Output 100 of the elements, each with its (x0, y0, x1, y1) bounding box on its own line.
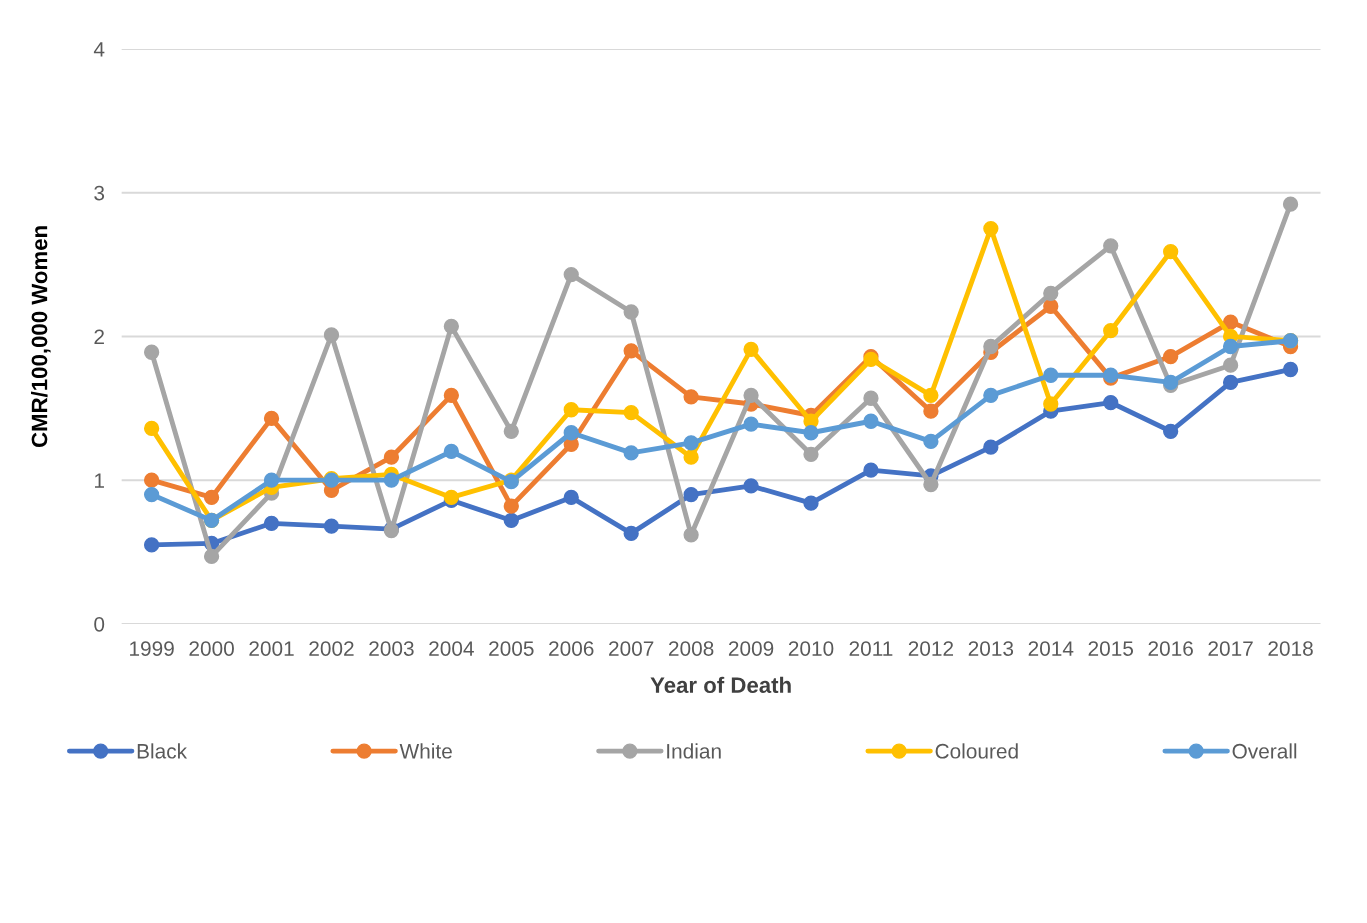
point (143, 344, 160, 360)
point (1282, 196, 1299, 212)
point (623, 304, 639, 320)
point (1163, 423, 1179, 439)
point (383, 449, 400, 465)
point (1222, 338, 1239, 355)
point (1103, 323, 1119, 339)
point (1282, 361, 1299, 378)
point (863, 462, 879, 478)
point (1043, 396, 1059, 412)
point (143, 486, 160, 503)
x-tick-label: 2012 (908, 641, 954, 656)
point (563, 402, 579, 418)
y-tick-label: 4 (93, 42, 105, 57)
point (1043, 285, 1059, 301)
point (143, 537, 160, 553)
point (623, 404, 639, 421)
y-tick-label: 0 (94, 616, 105, 632)
point (503, 423, 519, 439)
x-tick-label: 2002 (309, 641, 354, 656)
point (743, 478, 759, 494)
point (743, 387, 759, 404)
point (203, 548, 220, 565)
point (683, 435, 699, 451)
x-tick-label: 2018 (1268, 641, 1313, 656)
point (143, 472, 160, 488)
point (1043, 298, 1059, 314)
point (743, 416, 759, 432)
point (1103, 238, 1119, 254)
point (923, 476, 939, 493)
point (1222, 314, 1239, 330)
point (443, 443, 459, 460)
point (1043, 367, 1059, 383)
x-tick-label: 2003 (369, 641, 414, 656)
point (923, 433, 939, 450)
point (1222, 357, 1239, 373)
x-tick-label: 2013 (968, 641, 1014, 656)
point (983, 220, 999, 237)
point (563, 425, 579, 441)
point (983, 439, 999, 455)
y-tick-label: 1 (95, 473, 104, 488)
point (1222, 374, 1239, 391)
point (863, 413, 879, 429)
point (1163, 243, 1179, 260)
point (863, 390, 879, 406)
point (443, 387, 459, 404)
point (803, 425, 819, 441)
point (383, 472, 400, 488)
x-tick-label: 2004 (429, 641, 474, 656)
x-tick-label: 2007 (609, 641, 654, 656)
point (803, 495, 819, 511)
point (503, 512, 519, 529)
point (683, 527, 699, 543)
x-tick-label: 2014 (1028, 641, 1074, 656)
point (623, 525, 639, 542)
x-tick-label: 2009 (728, 641, 774, 656)
legend-label: Overall (1232, 743, 1297, 759)
point (263, 472, 280, 488)
legend-label: Coloured (935, 743, 1018, 759)
point (983, 338, 999, 355)
y-tick-label: 2 (94, 329, 104, 344)
point (443, 318, 459, 335)
point (143, 420, 160, 437)
x-tick-label: 2015 (1088, 641, 1134, 656)
x-tick-label: 2011 (849, 641, 893, 656)
point (563, 489, 579, 506)
x-tick-label: 2001 (249, 641, 294, 656)
point (623, 445, 639, 461)
point (623, 343, 639, 359)
legend-label: White (399, 743, 452, 759)
point (683, 449, 699, 465)
point (323, 518, 340, 534)
point (203, 489, 220, 506)
point (503, 498, 519, 514)
point (743, 341, 759, 358)
x-tick-label: 2010 (788, 641, 834, 656)
x-tick-label: 2016 (1148, 641, 1193, 656)
x-tick-label: 1999 (130, 641, 174, 656)
x-tick-label: 2006 (549, 641, 594, 656)
point (683, 389, 699, 405)
point (563, 266, 579, 283)
legend-label: Black (137, 743, 188, 759)
point (1163, 348, 1179, 365)
point (683, 486, 699, 503)
x-tick-label: 2008 (669, 641, 714, 656)
point (923, 403, 939, 419)
point (803, 446, 819, 462)
x-tick-label: 2017 (1208, 641, 1253, 656)
x-axis-title: Year of Death (650, 676, 791, 694)
point (923, 387, 939, 404)
point (263, 515, 280, 531)
y-axis-title: CMR/100,000 Women (31, 226, 51, 448)
point (1103, 394, 1119, 411)
legend-label: Indian (667, 743, 721, 759)
point (983, 387, 999, 404)
x-tick-label: 2000 (189, 641, 234, 656)
point (323, 327, 340, 343)
y-tick-label: 3 (94, 185, 105, 201)
point (263, 410, 280, 427)
x-tick-label: 2005 (489, 641, 534, 656)
